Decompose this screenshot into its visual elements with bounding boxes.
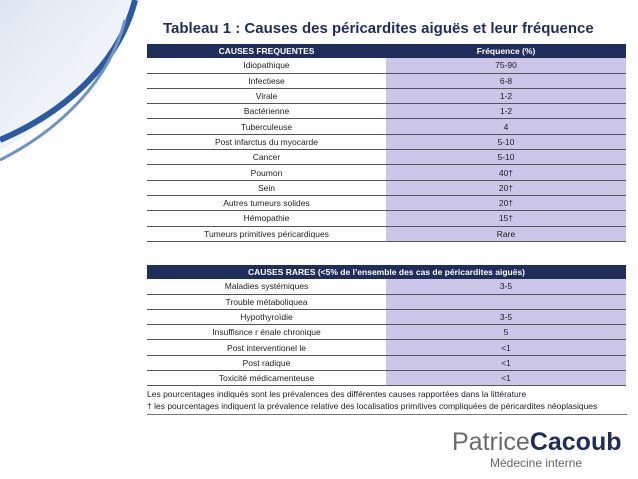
row: Post infarctus du myocarde 5-10 xyxy=(147,134,626,151)
frequency: <1 xyxy=(386,370,626,387)
cause: Virale xyxy=(147,88,386,105)
row: Virale 1-2 xyxy=(147,88,626,105)
cause: Infectiese xyxy=(147,73,386,89)
header-cell: Fréquence (%) xyxy=(386,44,626,59)
frequency: <1 xyxy=(386,355,626,372)
row: Tumeurs primitives péricardiques Rare xyxy=(147,226,626,242)
logo-bold: Cacoub xyxy=(529,428,622,456)
frequency: 5 xyxy=(386,324,626,341)
cause: Poumon xyxy=(147,164,386,181)
row: Post radique <1 xyxy=(147,355,626,372)
cause: Cancer xyxy=(147,149,386,166)
frequency: 6-8 xyxy=(386,73,626,89)
cause: Hypothyroïdie xyxy=(147,309,386,326)
frequency: 1-2 xyxy=(386,103,626,120)
frequency: 20† xyxy=(386,180,626,196)
row: Tuberculeuse 4 xyxy=(147,118,626,135)
frequency xyxy=(386,294,626,310)
row: Autres tumeurs solides 20† xyxy=(147,195,626,212)
row: Infectiese 6-8 xyxy=(147,73,626,89)
cause: Post infarctus du myocarde xyxy=(147,134,386,151)
row: Hypothyroïdie 3-5 xyxy=(147,309,626,326)
cause: Autres tumeurs solides xyxy=(147,195,386,212)
row: Bactérienne 1-2 xyxy=(147,103,626,120)
cause: Tuberculeuse xyxy=(147,118,386,135)
notes: Les pourcentages indiqués sont les préva… xyxy=(147,388,627,415)
frequency: Rare xyxy=(386,226,626,242)
cause: Trouble métaboliquea xyxy=(147,294,386,310)
header-row: CAUSES RARES (<5% de l’ensemble des cas … xyxy=(147,265,626,280)
row: Hémopathie 15† xyxy=(147,210,626,227)
cause: Post interventionel le xyxy=(147,339,386,356)
frequency: 5-10 xyxy=(386,149,626,166)
table-rare: CAUSES RARES (<5% de l’ensemble des cas … xyxy=(147,265,626,387)
header-cell: CAUSES FREQUENTES xyxy=(147,44,386,59)
cause: Insuffisnce r énale chronique xyxy=(147,324,386,341)
logo: PatriceCacoub xyxy=(452,428,622,457)
frequency: 75-90 xyxy=(386,58,626,74)
logo-light: Patrice xyxy=(452,428,530,456)
frequency: 20† xyxy=(386,195,626,212)
title: Tableau 1 : Causes des péricardites aigu… xyxy=(163,20,594,37)
cause: Maladies systémiques xyxy=(147,279,386,295)
note: † les pourcentages indiquent la prévalen… xyxy=(147,401,598,411)
row: Insuffisnce r énale chronique 5 xyxy=(147,324,626,341)
header-row: CAUSES FREQUENTES Fréquence (%) xyxy=(147,44,626,59)
cause: Sein xyxy=(147,180,386,196)
row: Maladies systémiques 3-5 xyxy=(147,279,626,295)
frequency: 5-10 xyxy=(386,134,626,151)
cause: Tumeurs primitives péricardiques xyxy=(147,226,386,242)
cause: Toxicité médicamenteuse xyxy=(147,370,386,387)
frequency: 4 xyxy=(386,118,626,135)
logo-subtitle: Médecine interne xyxy=(490,456,583,470)
header-cell: CAUSES RARES (<5% de l’ensemble des cas … xyxy=(147,265,626,280)
row: Poumon 40† xyxy=(147,164,626,181)
row: Trouble métaboliquea xyxy=(147,294,626,310)
row: Cancer 5-10 xyxy=(147,149,626,166)
cause: Bactérienne xyxy=(147,103,386,120)
frequency: 3-5 xyxy=(386,279,626,295)
frequency: 3-5 xyxy=(386,309,626,326)
row: Sein 20† xyxy=(147,180,626,196)
frequency: <1 xyxy=(386,339,626,356)
row: Post interventionel le <1 xyxy=(147,339,626,356)
cause: Idiopathique xyxy=(147,58,386,74)
note: Les pourcentages indiqués sont les préva… xyxy=(147,389,527,399)
frequency: 15† xyxy=(386,210,626,227)
row: Idiopathique 75-90 xyxy=(147,58,626,74)
cause: Post radique xyxy=(147,355,386,372)
frequency: 1-2 xyxy=(386,88,626,105)
decoration xyxy=(0,0,140,162)
cause: Hémopathie xyxy=(147,210,386,227)
frequency: 40† xyxy=(386,164,626,181)
row: Toxicité médicamenteuse <1 xyxy=(147,370,626,387)
table-frequent: CAUSES FREQUENTES Fréquence (%) Idiopathiq… xyxy=(147,44,626,242)
